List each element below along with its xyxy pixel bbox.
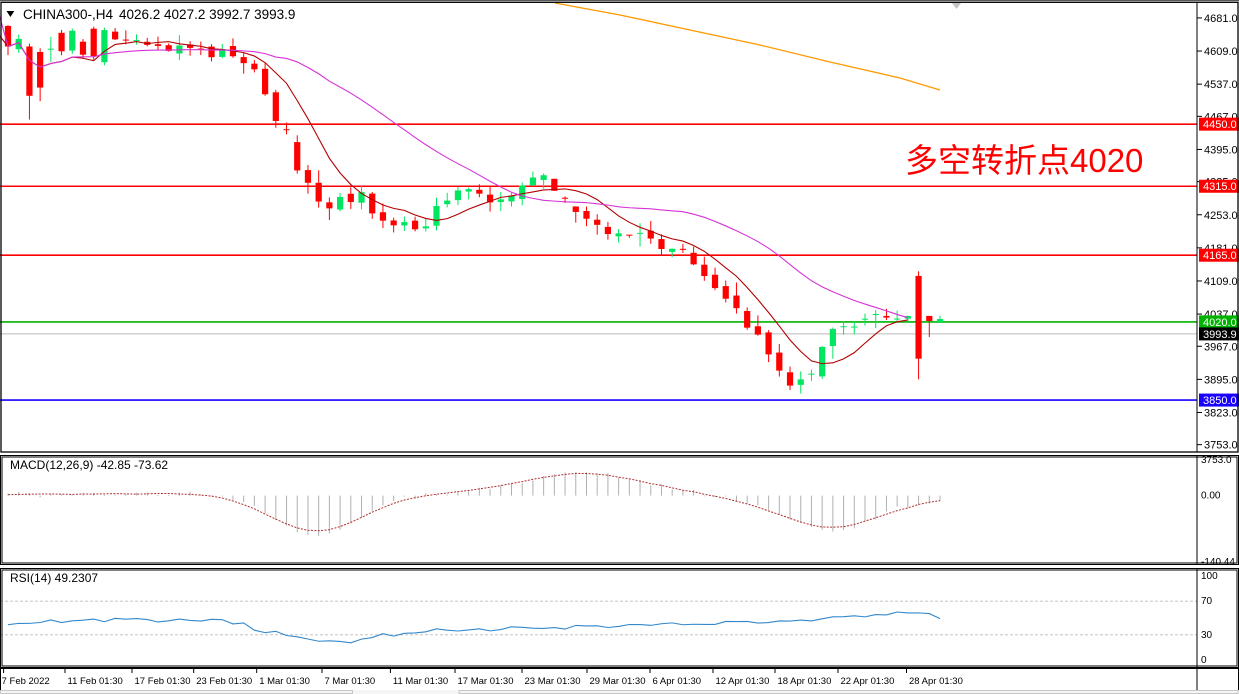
svg-text:0.00: 0.00 [1201, 491, 1221, 502]
svg-text:29 Mar 01:30: 29 Mar 01:30 [590, 676, 646, 687]
svg-text:MACD(12,26,9) -42.85 -73.62: MACD(12,26,9) -42.85 -73.62 [10, 458, 168, 472]
svg-text:18 Apr 01:30: 18 Apr 01:30 [778, 676, 832, 687]
svg-text:23 Feb 01:30: 23 Feb 01:30 [196, 676, 252, 687]
svg-text:1 Mar 01:30: 1 Mar 01:30 [259, 676, 310, 687]
svg-text:4165.0: 4165.0 [1203, 250, 1237, 262]
svg-text:4609.0: 4609.0 [1204, 46, 1238, 58]
svg-text:3753.0: 3753.0 [1204, 440, 1238, 452]
svg-text:3993.9: 3993.9 [1203, 329, 1237, 341]
svg-text:4020.0: 4020.0 [1203, 317, 1237, 329]
svg-text:70: 70 [1201, 596, 1213, 607]
svg-text:11 Feb 01:30: 11 Feb 01:30 [68, 676, 123, 687]
svg-text:4109.0: 4109.0 [1204, 276, 1238, 288]
svg-text:28 Apr 01:30: 28 Apr 01:30 [909, 676, 963, 687]
svg-text:11 Mar 01:30: 11 Mar 01:30 [393, 676, 448, 687]
svg-text:4395.0: 4395.0 [1204, 144, 1238, 156]
svg-text:多空转折点4020: 多空转折点4020 [905, 142, 1143, 179]
svg-text:4026.2 4027.2 3992.7 3993.9: 4026.2 4027.2 3992.7 3993.9 [119, 7, 295, 22]
svg-text:CHINA300-,H4: CHINA300-,H4 [23, 7, 114, 22]
svg-text:3850.0: 3850.0 [1203, 395, 1237, 407]
svg-text:4253.0: 4253.0 [1204, 210, 1238, 222]
svg-text:3823.0: 3823.0 [1204, 407, 1238, 419]
svg-text:RSI(14) 49.2307: RSI(14) 49.2307 [10, 571, 98, 585]
svg-text:23 Mar 01:30: 23 Mar 01:30 [525, 676, 581, 687]
svg-text:6 Apr 01:30: 6 Apr 01:30 [653, 676, 702, 687]
svg-text:17 Feb 01:30: 17 Feb 01:30 [135, 676, 191, 687]
svg-text:100: 100 [1201, 571, 1218, 582]
svg-text:12 Apr 01:30: 12 Apr 01:30 [716, 676, 770, 687]
svg-text:30: 30 [1201, 630, 1213, 641]
svg-text:7 Feb 2022: 7 Feb 2022 [2, 676, 50, 687]
svg-text:4450.0: 4450.0 [1203, 119, 1237, 131]
svg-text:22 Apr 01:30: 22 Apr 01:30 [841, 676, 895, 687]
svg-text:0: 0 [1201, 655, 1207, 666]
svg-text:4681.0: 4681.0 [1204, 13, 1238, 25]
svg-text:3895.0: 3895.0 [1204, 374, 1238, 386]
svg-text:17 Mar 01:30: 17 Mar 01:30 [458, 676, 514, 687]
svg-text:4315.0: 4315.0 [1203, 181, 1237, 193]
svg-text:4537.0: 4537.0 [1204, 79, 1238, 91]
svg-text:7 Mar 01:30: 7 Mar 01:30 [325, 676, 376, 687]
svg-text:3967.0: 3967.0 [1204, 341, 1238, 353]
